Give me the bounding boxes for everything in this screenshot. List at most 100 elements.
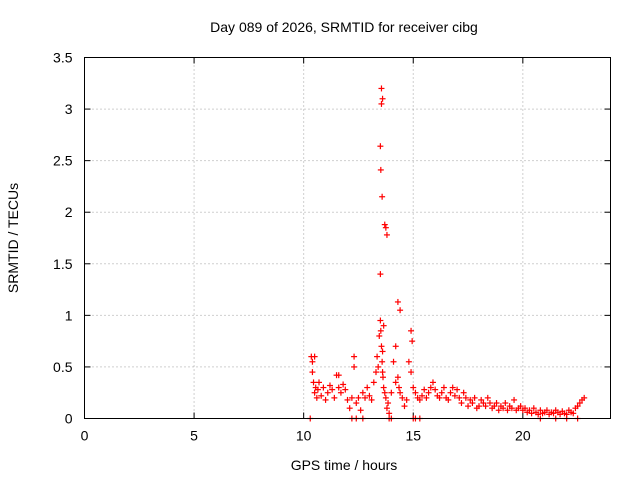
data-point (379, 358, 386, 365)
data-point (462, 394, 469, 401)
y-tick-label: 0 (65, 411, 73, 427)
y-tick-labels: 0 0.5 1 1.5 2 2.5 3 3.5 (53, 50, 73, 427)
data-point (316, 379, 323, 386)
x-tick-labels: 0 5 10 15 20 (81, 428, 531, 444)
data-point (351, 363, 358, 370)
data-point (557, 411, 564, 418)
data-point (491, 403, 498, 410)
x-axis-label: GPS time / hours (291, 457, 398, 473)
data-point (357, 407, 364, 414)
data-point (408, 327, 415, 334)
data-point (380, 384, 387, 391)
data-point (423, 394, 430, 401)
data-point (388, 389, 395, 396)
data-point (543, 407, 550, 414)
data-point (379, 348, 386, 355)
data-point (322, 396, 329, 403)
x-tick-label: 15 (405, 428, 421, 444)
x-tick-label: 20 (515, 428, 531, 444)
data-point (314, 386, 321, 393)
data-point (570, 410, 577, 417)
data-point (432, 386, 439, 393)
y-tick-label: 2.5 (53, 153, 73, 169)
data-point (425, 389, 432, 396)
data-point (460, 389, 467, 396)
data-point (421, 386, 428, 393)
chart-title: Day 089 of 2026, SRMTID for receiver cib… (210, 19, 478, 35)
data-point (397, 307, 404, 314)
data-point (401, 403, 408, 410)
data-point (394, 374, 401, 381)
data-point (526, 407, 533, 414)
data-point (385, 400, 392, 407)
data-point (482, 403, 489, 410)
data-point (500, 405, 507, 412)
data-point (383, 405, 390, 412)
data-point (372, 369, 379, 376)
y-tick-label: 1 (65, 307, 73, 323)
data-point (386, 410, 393, 417)
y-tick-label: 3.5 (53, 50, 73, 66)
data-point (324, 389, 331, 396)
data-point (311, 353, 318, 360)
data-point (318, 392, 325, 399)
data-point (346, 405, 353, 412)
data-point (348, 394, 355, 401)
data-point (381, 221, 388, 228)
data-point (405, 358, 412, 365)
x-tick-label: 5 (190, 428, 198, 444)
data-point (374, 353, 381, 360)
data-point (484, 394, 491, 401)
data-point (379, 369, 386, 376)
data-point (408, 369, 415, 376)
data-point (380, 374, 387, 381)
data-point (508, 405, 515, 412)
data-point (397, 389, 404, 396)
x-tick-label: 0 (81, 428, 89, 444)
data-point (399, 394, 406, 401)
data-point (351, 353, 358, 360)
data-point (451, 392, 458, 399)
data-point (377, 143, 384, 150)
data-point (486, 400, 493, 407)
data-point (502, 400, 509, 407)
data-point (381, 389, 388, 396)
data-point (377, 317, 384, 324)
data-point (331, 394, 338, 401)
data-point (379, 95, 386, 102)
y-tick-label: 1.5 (53, 256, 73, 272)
data-point (310, 379, 317, 386)
data-point (335, 372, 342, 379)
data-point (383, 231, 390, 238)
data-point (522, 405, 529, 412)
data-point (309, 358, 316, 365)
data-point (335, 384, 342, 391)
data-point (396, 384, 403, 391)
data-point (465, 403, 472, 410)
data-point (550, 410, 557, 417)
data-point (378, 85, 385, 92)
data-point (427, 384, 434, 391)
y-tick-label: 2 (65, 204, 73, 220)
data-point (370, 379, 377, 386)
data-point (337, 389, 344, 396)
data-point (454, 386, 461, 393)
data-point (445, 396, 452, 403)
data-point (456, 394, 463, 401)
data-point (458, 400, 465, 407)
data-points (307, 85, 588, 422)
data-point (495, 407, 502, 414)
grid-lines (84, 57, 611, 419)
data-point (377, 327, 384, 334)
data-point (429, 379, 436, 386)
plot-frame (84, 57, 611, 419)
data-point (436, 394, 443, 401)
data-point (377, 271, 384, 278)
data-point (353, 400, 360, 407)
data-point (438, 389, 445, 396)
data-point (362, 394, 369, 401)
data-point (392, 379, 399, 386)
data-point (376, 332, 383, 339)
data-point (380, 322, 387, 329)
